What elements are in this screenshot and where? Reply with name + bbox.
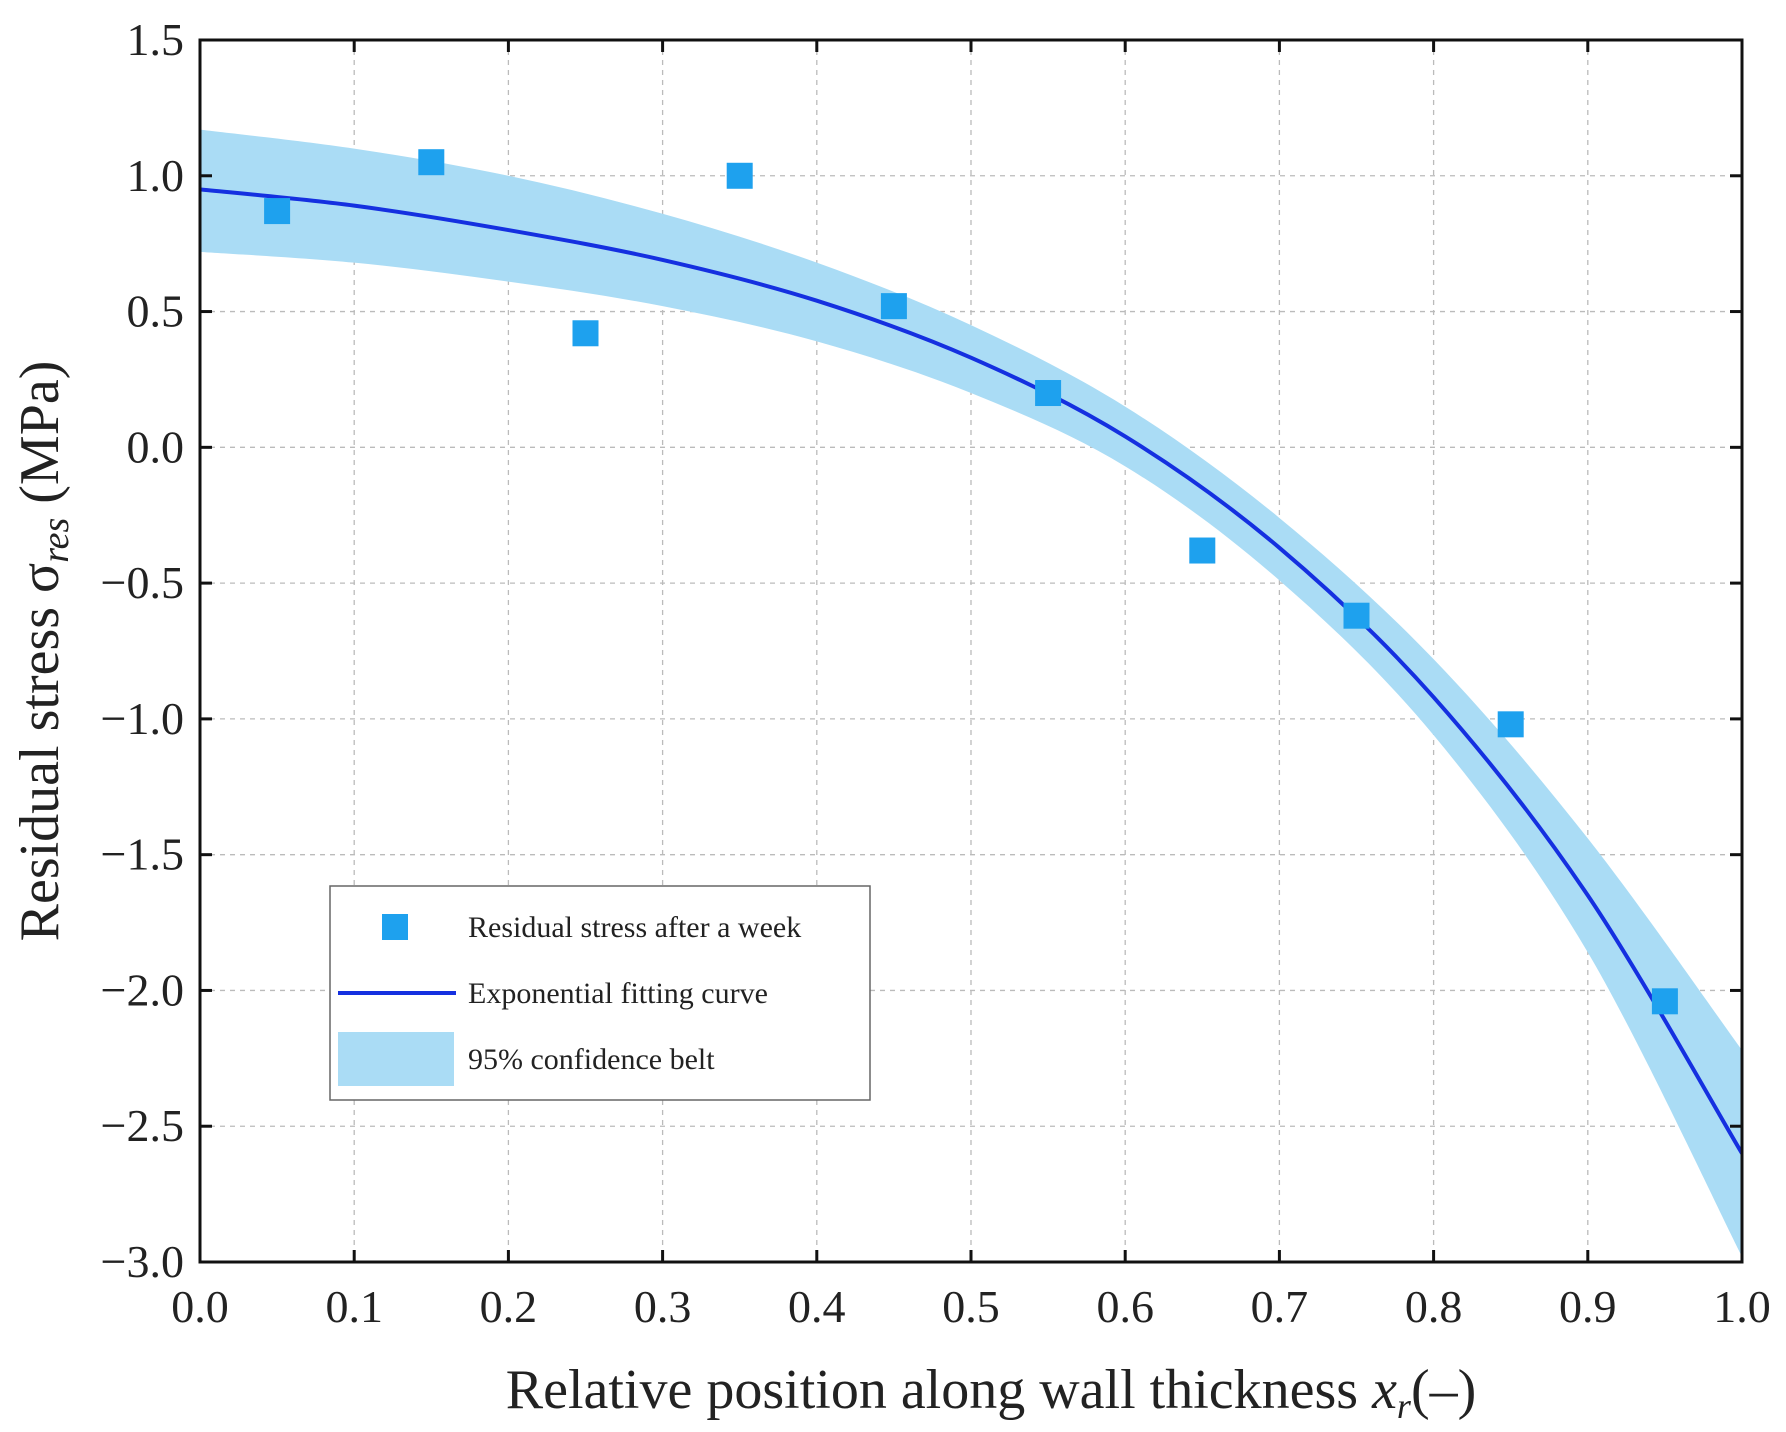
y-tick-label: 1.0 [127, 150, 185, 201]
fit-curve-layer [200, 187, 1742, 1155]
fit-curve [200, 187, 1742, 1155]
data-point [1035, 380, 1062, 407]
x-axis-title-main: Relative position along wall thickness [506, 1359, 1372, 1421]
x-axis-title-var: x [1371, 1359, 1397, 1421]
y-tick-label: −0.5 [101, 557, 184, 608]
legend-marker-band [338, 1032, 454, 1086]
y-tick-label: −1.5 [101, 829, 184, 880]
scatter-points-layer [264, 149, 1678, 1015]
data-point [1343, 602, 1370, 629]
data-point [572, 320, 599, 347]
x-tick-label: 0.5 [942, 1281, 1000, 1332]
legend-label-line: Exponential fitting curve [468, 977, 768, 1010]
x-tick-label: 0.1 [325, 1281, 383, 1332]
confidence-band-layer [200, 129, 1742, 1257]
data-point [1651, 988, 1678, 1015]
y-axis-title-sub: res [35, 518, 77, 563]
confidence-band [200, 129, 1742, 1257]
plot-frame [198, 38, 1744, 1264]
data-point [726, 162, 753, 189]
x-axis-title-unit: (–) [1411, 1359, 1476, 1421]
y-tick-label: −2.0 [101, 964, 184, 1015]
data-point [1189, 537, 1216, 564]
data-point [880, 293, 907, 320]
y-tick-label: 0.5 [127, 286, 185, 337]
legend-label-scatter: Residual stress after a week [468, 911, 801, 944]
y-tick-label: −2.5 [101, 1100, 184, 1151]
data-point [1497, 711, 1524, 738]
data-point [418, 149, 445, 176]
x-tick-label: 0.0 [171, 1281, 229, 1332]
x-tick-label: 0.6 [1096, 1281, 1154, 1332]
grid [200, 40, 1742, 1262]
legend-label-band: 95% confidence belt [468, 1043, 715, 1076]
x-tick-label: 0.4 [788, 1281, 846, 1332]
y-axis-title-main: Residual stress σ [9, 563, 71, 942]
x-tick-label: 0.7 [1251, 1281, 1309, 1332]
x-axis-title: Relative position along wall thickness x… [506, 1359, 1476, 1426]
x-tick-label: 0.2 [480, 1281, 538, 1332]
y-tick-label: −1.0 [101, 693, 184, 744]
data-point [264, 198, 291, 225]
x-tick-label: 1.0 [1713, 1281, 1771, 1332]
y-axis-title-unit: (MPa) [9, 361, 71, 518]
y-tick-label: −3.0 [101, 1236, 184, 1287]
y-axis-title: Residual stress σres (MPa) [9, 361, 77, 942]
y-tick-label: 1.5 [127, 14, 185, 65]
y-tick-label: 0.0 [127, 421, 185, 472]
x-tick-label: 0.9 [1559, 1281, 1617, 1332]
axes [198, 38, 1744, 1264]
legend: Residual stress after a week Exponential… [329, 885, 871, 1101]
tick-labels: 0.0 0.1 0.2 0.3 0.4 0.5 0.6 0.7 0.8 0.9 1.0 1.5 1.0 0… [101, 14, 1771, 1332]
x-tick-label: 0.8 [1405, 1281, 1463, 1332]
x-axis-title-sub: r [1397, 1386, 1412, 1426]
legend-marker-scatter [382, 914, 408, 940]
x-tick-label: 0.3 [634, 1281, 692, 1332]
